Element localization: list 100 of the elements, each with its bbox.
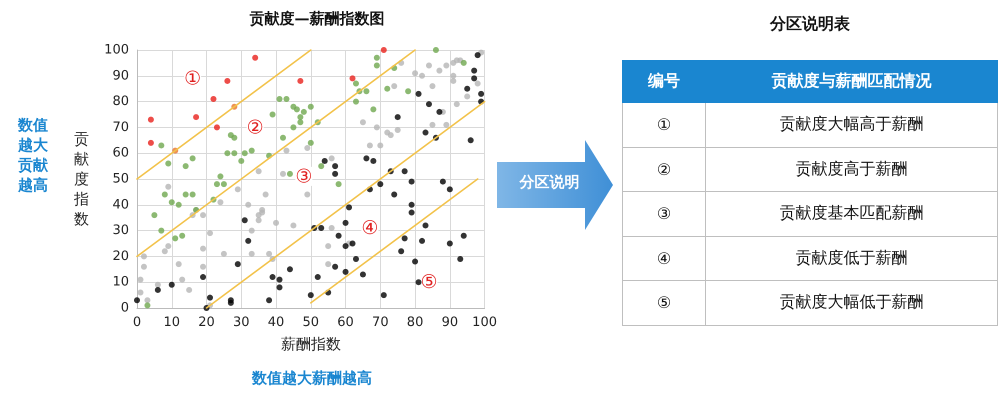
point: [352, 98, 359, 105]
text: 贡献度与薪酬匹配情况: [706, 60, 998, 102]
x-tick-label: 50: [302, 315, 320, 330]
text: 数值越大贡献越高: [17, 116, 49, 194]
point: [297, 78, 304, 84]
point: [214, 124, 220, 130]
x-tick-label: 30: [233, 315, 250, 330]
annotation: ②: [246, 116, 264, 138]
text: ①: [622, 102, 706, 147]
point: [370, 106, 376, 112]
x-tick-label: 80: [406, 315, 424, 330]
point: [148, 116, 154, 123]
y-tick-label: 60: [112, 146, 129, 161]
text: 分区说明: [518, 173, 580, 192]
point: [297, 114, 304, 120]
annotation: ③: [295, 165, 312, 188]
point: [460, 60, 467, 66]
point: [158, 228, 164, 234]
point: [238, 158, 244, 164]
text: 分区说明表: [768, 14, 851, 35]
point: [248, 148, 255, 154]
y-tick-label: 40: [112, 197, 129, 212]
x-tick-label: 100: [472, 315, 498, 330]
y-tick-label: 90: [112, 68, 129, 84]
x-tick-label: 0: [132, 315, 142, 330]
text: ②: [622, 147, 706, 192]
point: [231, 150, 238, 156]
text: 贡献度大幅低于薪酬: [706, 280, 998, 325]
point: [220, 181, 227, 188]
point: [172, 235, 178, 242]
annotation: ①: [184, 67, 202, 90]
y-tick-label: 20: [112, 248, 129, 264]
point: [162, 191, 168, 198]
text: 编号: [622, 60, 706, 102]
point: [242, 150, 248, 156]
point: [224, 78, 230, 84]
point: [432, 47, 439, 53]
point: [280, 134, 286, 141]
point: [190, 191, 196, 198]
point: [276, 96, 283, 102]
y-tick-label: 30: [112, 223, 129, 238]
point: [384, 86, 390, 92]
x-tick-label: 90: [442, 315, 458, 330]
point: [217, 173, 224, 180]
text: 贡献度高于薪酬: [706, 147, 998, 192]
y-tick-label: 100: [104, 42, 129, 58]
point: [300, 108, 307, 115]
text: ④: [622, 236, 706, 280]
point: [176, 202, 182, 208]
point: [286, 170, 293, 177]
text: 贡献度基本匹配薪酬: [706, 192, 998, 236]
y-tick-label: 10: [112, 274, 129, 290]
point: [270, 112, 276, 118]
text: 贡献度低于薪酬: [706, 236, 998, 280]
y-tick-label: 80: [112, 94, 129, 110]
text: 数值越大薪酬越高: [251, 369, 372, 387]
x-tick-label: 70: [372, 315, 389, 330]
x-tick-label: 10: [163, 315, 180, 330]
y-axis-title: 贡献度指数: [73, 130, 89, 228]
point: [224, 150, 230, 156]
point: [148, 140, 154, 146]
x-tick-label: 60: [337, 315, 354, 330]
point: [144, 302, 150, 308]
text: 贡献度大幅高于薪酬: [706, 102, 998, 147]
x-axis-title: 薪酬指数: [280, 335, 341, 353]
point: [352, 80, 359, 87]
point: [374, 54, 380, 61]
point: [190, 155, 196, 162]
y-tick-label: 50: [112, 172, 129, 186]
point: [350, 75, 356, 82]
text: ⑤: [622, 280, 706, 325]
point: [363, 88, 370, 94]
point: [182, 163, 189, 170]
point: [179, 232, 186, 239]
point: [158, 142, 164, 148]
point: [336, 181, 342, 188]
point: [210, 96, 216, 102]
point: [151, 212, 158, 218]
point: [405, 88, 412, 94]
point: [193, 114, 200, 120]
point: [283, 96, 290, 102]
point: [294, 106, 300, 112]
x-tick-label: 40: [268, 315, 284, 330]
annotation: ④: [361, 217, 378, 240]
point: [182, 191, 189, 198]
point: [165, 160, 172, 167]
point: [308, 104, 314, 110]
point: [168, 199, 175, 206]
text: ③: [622, 192, 706, 236]
annotation: ⑤: [420, 271, 438, 294]
point: [252, 54, 258, 61]
point: [214, 181, 220, 188]
chart-title: 贡献度—薪酬指数图: [250, 10, 384, 28]
point: [380, 47, 387, 53]
point: [374, 62, 380, 68]
point: [308, 140, 314, 146]
point: [290, 124, 296, 130]
x-tick-label: 20: [198, 315, 215, 330]
point: [318, 163, 324, 170]
y-tick-label: 70: [112, 120, 129, 135]
